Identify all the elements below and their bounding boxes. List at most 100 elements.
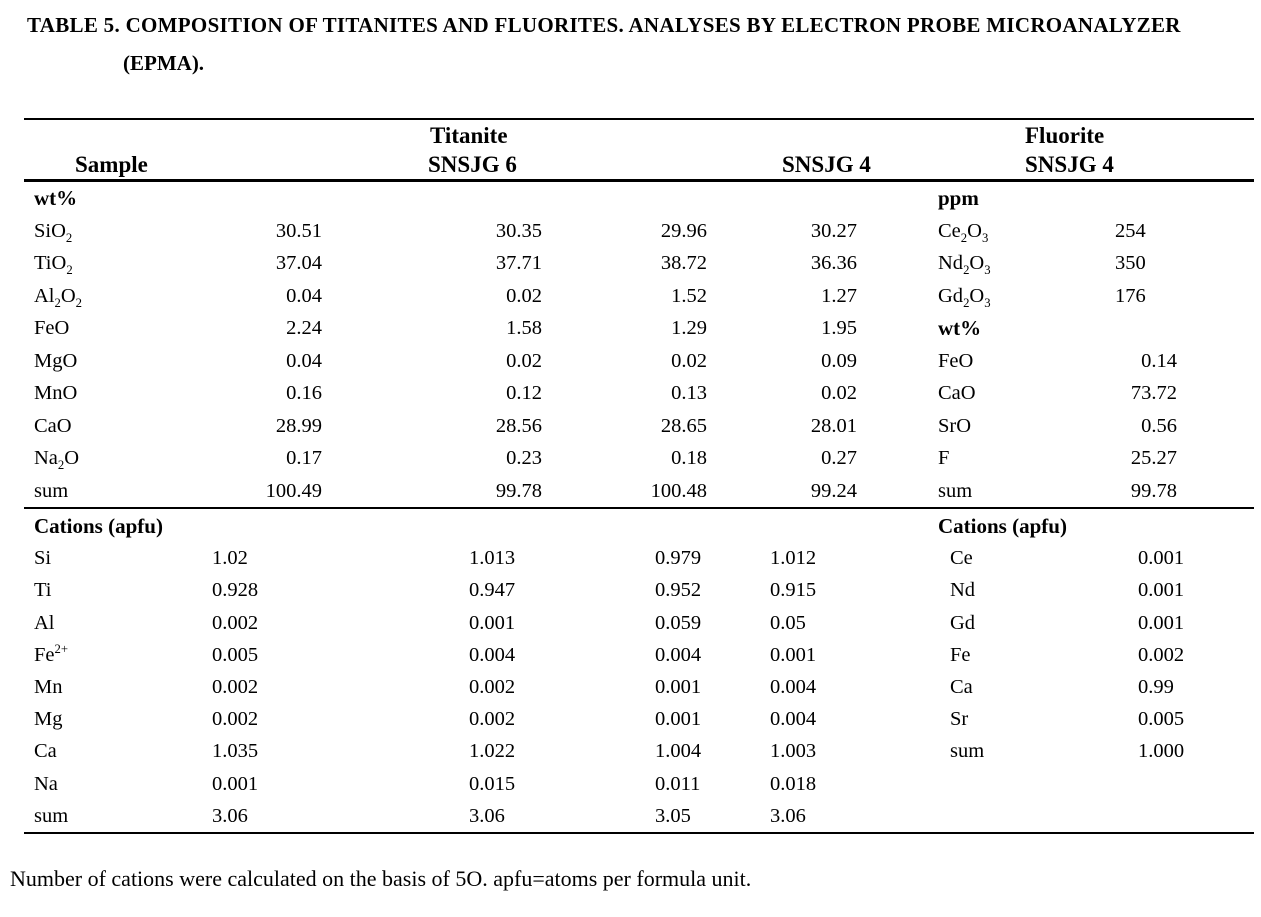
titanite-value-cell: 1.02 <box>212 547 248 570</box>
titanite-value-cell: 1.022 <box>469 740 516 763</box>
titanite-value-cell: 0.27 <box>821 447 857 469</box>
table-row: MgO 0.04 0.02 0.02 0.09 FeO 0.14 <box>0 345 1261 378</box>
table-row: MnO 0.16 0.12 0.13 0.02 CaO 73.72 <box>0 377 1261 410</box>
titanite-value-cell: 0.16 <box>286 382 322 404</box>
column-group-titanite: Titanite <box>430 123 508 148</box>
table-row: TiO2 37.04 37.71 38.72 36.36 Nd2O3 350 <box>0 247 1261 280</box>
fluorite-value-cell: 0.14 <box>1141 349 1177 372</box>
row-label: Al2O2 <box>34 284 83 310</box>
section-label: wt% <box>938 316 982 340</box>
row-label: MgO <box>34 349 78 372</box>
titanite-value-cell: 0.018 <box>770 772 817 795</box>
fluorite-value-cell: 0.56 <box>1141 414 1177 437</box>
table-row: Al 0.002 0.001 0.059 0.05 Gd 0.001 <box>0 607 1261 639</box>
fluorite-value-cell: 0.002 <box>1138 643 1185 666</box>
titanite-value-cell: 99.78 <box>495 479 542 502</box>
row-label: Na <box>34 772 58 795</box>
fluorite-value-cell: 176 <box>1115 284 1146 307</box>
titanite-value-cell: 0.02 <box>821 382 857 404</box>
titanite-value-cell: 0.04 <box>286 349 322 372</box>
titanite-value-cell: 0.011 <box>655 772 701 795</box>
fluorite-value-cell: 350 <box>1115 252 1146 274</box>
row-label: Na2O <box>34 447 80 473</box>
titanite-value-cell: 0.004 <box>655 643 702 666</box>
titanite-value-cell: 0.001 <box>770 643 817 666</box>
titanite-value-cell: 1.035 <box>212 740 259 763</box>
table-row: Mg 0.002 0.002 0.001 0.004 Sr 0.005 <box>0 703 1261 735</box>
titanite-value-cell: 0.015 <box>469 772 516 795</box>
row-label: F <box>938 447 950 469</box>
row-label: sum <box>938 479 973 502</box>
titanite-sample-1-header: SNSJG 6 <box>428 152 517 177</box>
titanite-value-cell: 0.979 <box>655 547 702 570</box>
row-label: Si <box>34 547 52 570</box>
row-label: FeO <box>34 317 70 339</box>
titanite-value-cell: 0.004 <box>770 675 817 698</box>
table-row: Si 1.02 1.013 0.979 1.012 Ce 0.001 <box>0 542 1261 574</box>
row-label: Nd2O3 <box>938 252 991 278</box>
row-label: Mn <box>34 675 63 698</box>
titanite-value-cell: 0.002 <box>469 675 516 698</box>
titanite-value-cell: 0.002 <box>212 611 259 634</box>
table-row: sum 100.49 99.78 100.48 99.24 sum 99.78 <box>0 475 1261 508</box>
titanite-value-cell: 3.06 <box>469 804 505 827</box>
fluorite-value-cell: 0.001 <box>1138 547 1185 570</box>
row-label: Nd <box>950 579 976 602</box>
titanite-value-cell: 3.06 <box>770 804 806 827</box>
section-label: ppm <box>938 186 979 210</box>
section-label: wt% <box>34 186 78 210</box>
row-label: sum <box>34 804 69 827</box>
row-label: Ca <box>950 675 973 698</box>
row-label: sum <box>34 479 69 502</box>
fluorite-value-cell: 73.72 <box>1130 382 1177 404</box>
fluorite-value-cell: 1.000 <box>1138 740 1185 763</box>
titanite-value-cell: 0.001 <box>469 611 516 634</box>
titanite-value-cell: 0.04 <box>286 284 322 307</box>
titanite-value-cell: 30.27 <box>810 219 857 242</box>
row-label: TiO2 <box>34 252 73 278</box>
titanite-value-cell: 0.915 <box>770 579 817 602</box>
wt-percent-section: wt% ppm SiO2 30.51 30.35 29.96 30.27 Ce2O3 254 Ti… <box>0 182 1261 507</box>
titanite-value-cell: 0.005 <box>212 643 259 666</box>
table-row: Ca 1.035 1.022 1.004 1.003 sum 1.000 <box>0 735 1261 767</box>
titanite-value-cell: 0.23 <box>506 447 542 469</box>
titanite-value-cell: 28.99 <box>275 414 322 437</box>
table-row: Ti 0.928 0.947 0.952 0.915 Nd 0.001 <box>0 574 1261 606</box>
column-group-fluorite: Fluorite <box>1025 123 1105 148</box>
cations-section: Cations (apfu) Cations (apfu) Si 1.02 1.013 0… <box>0 510 1261 832</box>
titanite-value-cell: 0.05 <box>770 611 806 634</box>
titanite-value-cell: 0.002 <box>469 708 516 731</box>
titanite-value-cell: 0.13 <box>671 382 707 404</box>
titanite-value-cell: 1.95 <box>821 317 857 339</box>
table-row: Na2O 0.17 0.23 0.18 0.27 F 25.27 <box>0 442 1261 475</box>
titanite-value-cell: 0.02 <box>506 349 542 372</box>
table-rule-top <box>24 118 1254 120</box>
titanite-value-cell: 38.72 <box>660 252 707 274</box>
fluorite-value-cell: 254 <box>1115 219 1146 242</box>
table-row: Fe2+ 0.005 0.004 0.004 0.001 Fe 0.002 <box>0 639 1261 671</box>
titanite-value-cell: 0.001 <box>655 675 702 698</box>
titanite-value-cell: 28.56 <box>495 414 542 437</box>
titanite-value-cell: 1.012 <box>770 547 817 570</box>
titanite-value-cell: 37.04 <box>275 252 322 274</box>
table-title-line1: TABLE 5. COMPOSITION OF TITANITES AND FL… <box>27 13 1181 37</box>
table-title-line2: (EPMA). <box>123 51 205 75</box>
row-label: CaO <box>34 414 72 437</box>
table-row: Na 0.001 0.015 0.011 0.018 <box>0 768 1261 800</box>
row-label: Ca <box>34 740 57 763</box>
table-row: Al2O2 0.04 0.02 1.52 1.27 Gd2O3 176 <box>0 280 1261 313</box>
table-row: CaO 28.99 28.56 28.65 28.01 SrO 0.56 <box>0 410 1261 443</box>
titanite-value-cell: 1.004 <box>655 740 702 763</box>
row-label: Gd2O3 <box>938 284 991 310</box>
titanite-value-cell: 0.002 <box>212 708 259 731</box>
titanite-value-cell: 0.001 <box>212 772 259 795</box>
titanite-value-cell: 30.51 <box>275 219 322 242</box>
titanite-value-cell: 37.71 <box>495 252 542 274</box>
table-row: sum 3.06 3.06 3.05 3.06 <box>0 800 1261 832</box>
titanite-value-cell: 0.928 <box>212 579 259 602</box>
titanite-value-cell: 0.02 <box>671 349 707 372</box>
titanite-value-cell: 3.05 <box>655 804 691 827</box>
titanite-value-cell: 0.02 <box>506 284 542 307</box>
row-label: Ce2O3 <box>938 219 989 245</box>
